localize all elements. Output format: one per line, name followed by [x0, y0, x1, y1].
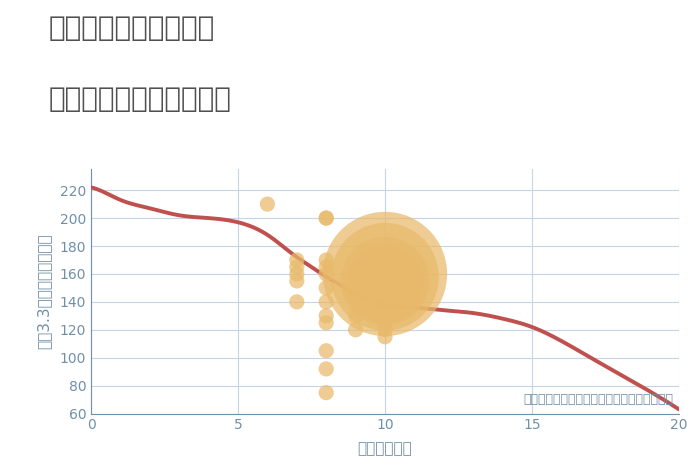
- Point: [321, 312, 332, 320]
- Point: [379, 284, 391, 292]
- Y-axis label: 坪（3.3㎡）単価（万円）: 坪（3.3㎡）単価（万円）: [36, 234, 51, 349]
- Point: [321, 214, 332, 222]
- X-axis label: 駅距離（分）: 駅距離（分）: [358, 441, 412, 456]
- Point: [379, 280, 391, 288]
- Point: [321, 284, 332, 292]
- Point: [379, 333, 391, 341]
- Point: [379, 277, 391, 285]
- Point: [321, 263, 332, 271]
- Point: [350, 277, 361, 285]
- Point: [262, 200, 273, 208]
- Point: [321, 319, 332, 327]
- Text: 円の大きさは、取引のあった物件面積を示す: 円の大きさは、取引のあった物件面積を示す: [523, 393, 673, 406]
- Point: [321, 347, 332, 354]
- Point: [321, 256, 332, 264]
- Point: [321, 298, 332, 306]
- Point: [350, 312, 361, 320]
- Point: [321, 389, 332, 396]
- Point: [291, 277, 302, 285]
- Point: [321, 270, 332, 278]
- Point: [321, 365, 332, 373]
- Point: [291, 298, 302, 306]
- Point: [379, 319, 391, 327]
- Point: [379, 270, 391, 278]
- Point: [291, 256, 302, 264]
- Text: 駅距離別中古戸建て価格: 駅距離別中古戸建て価格: [49, 85, 232, 113]
- Point: [379, 326, 391, 334]
- Point: [379, 273, 391, 281]
- Point: [291, 263, 302, 271]
- Point: [291, 270, 302, 278]
- Text: 兵庫県西宮市丸橋町の: 兵庫県西宮市丸橋町の: [49, 14, 216, 42]
- Point: [321, 214, 332, 222]
- Point: [350, 326, 361, 334]
- Point: [350, 270, 361, 278]
